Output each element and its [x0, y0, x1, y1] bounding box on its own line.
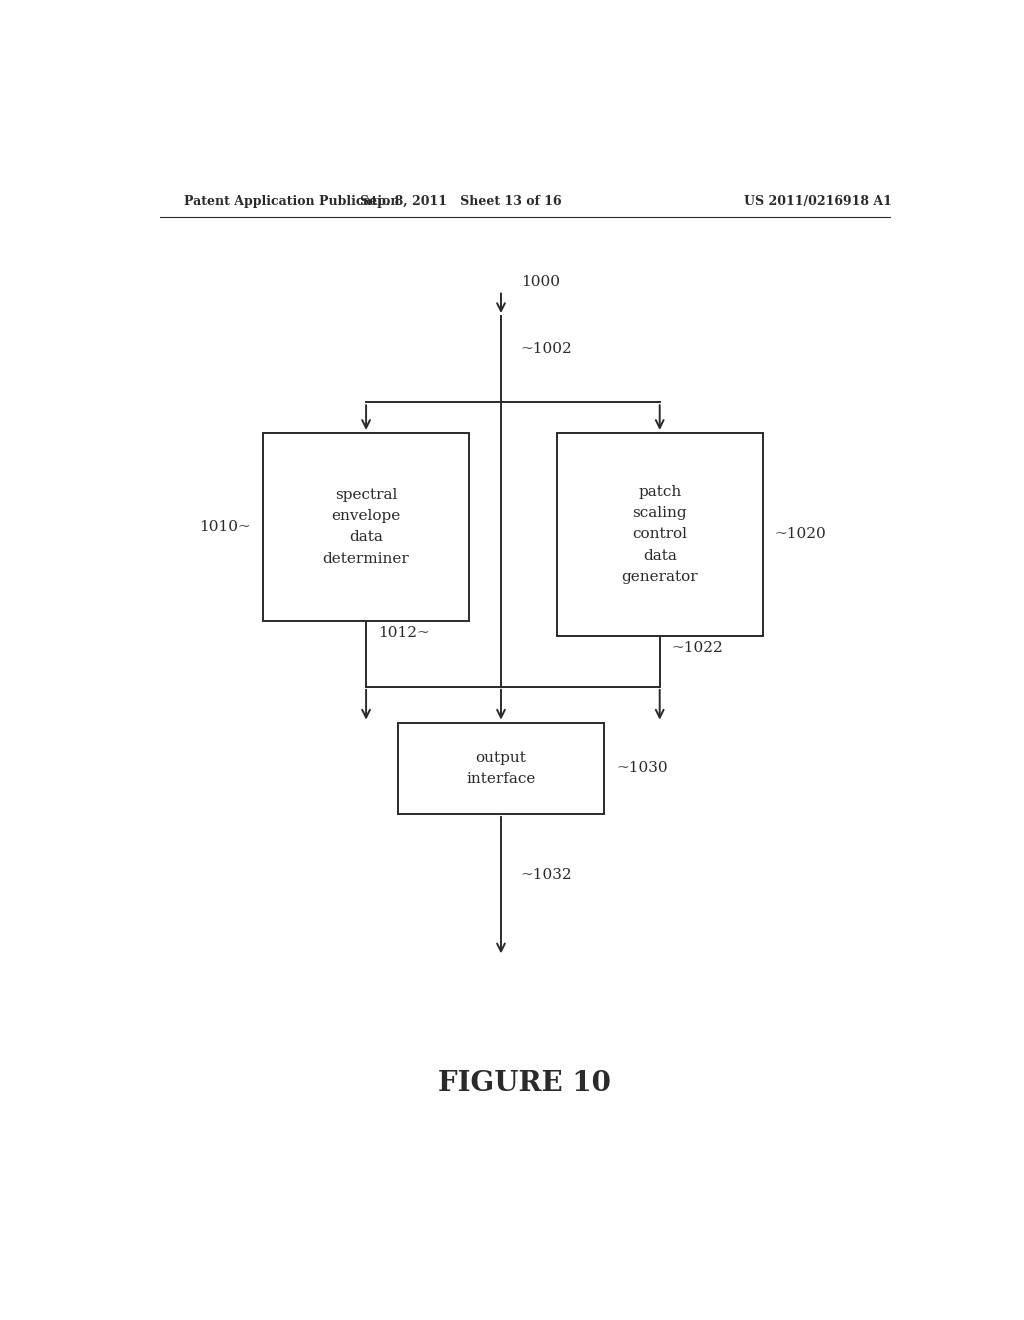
Text: Sep. 8, 2011   Sheet 13 of 16: Sep. 8, 2011 Sheet 13 of 16: [360, 195, 562, 209]
Text: 1000: 1000: [521, 276, 560, 289]
Text: ~1030: ~1030: [616, 762, 668, 775]
Text: spectral
envelope
data
determiner: spectral envelope data determiner: [323, 488, 410, 565]
Text: 1010~: 1010~: [200, 520, 251, 533]
Text: output
interface: output interface: [466, 751, 536, 785]
Text: FIGURE 10: FIGURE 10: [438, 1069, 611, 1097]
Text: patch
scaling
control
data
generator: patch scaling control data generator: [622, 486, 698, 583]
Bar: [557, 433, 763, 636]
Text: ~1020: ~1020: [775, 528, 826, 541]
Text: ~1022: ~1022: [672, 642, 723, 655]
Text: US 2011/0216918 A1: US 2011/0216918 A1: [744, 195, 892, 209]
Bar: [263, 433, 469, 620]
Text: ~1002: ~1002: [521, 342, 572, 356]
Text: Patent Application Publication: Patent Application Publication: [183, 195, 399, 209]
Text: 1012~: 1012~: [378, 626, 430, 640]
Text: ~1032: ~1032: [521, 869, 572, 882]
Bar: [397, 722, 604, 814]
